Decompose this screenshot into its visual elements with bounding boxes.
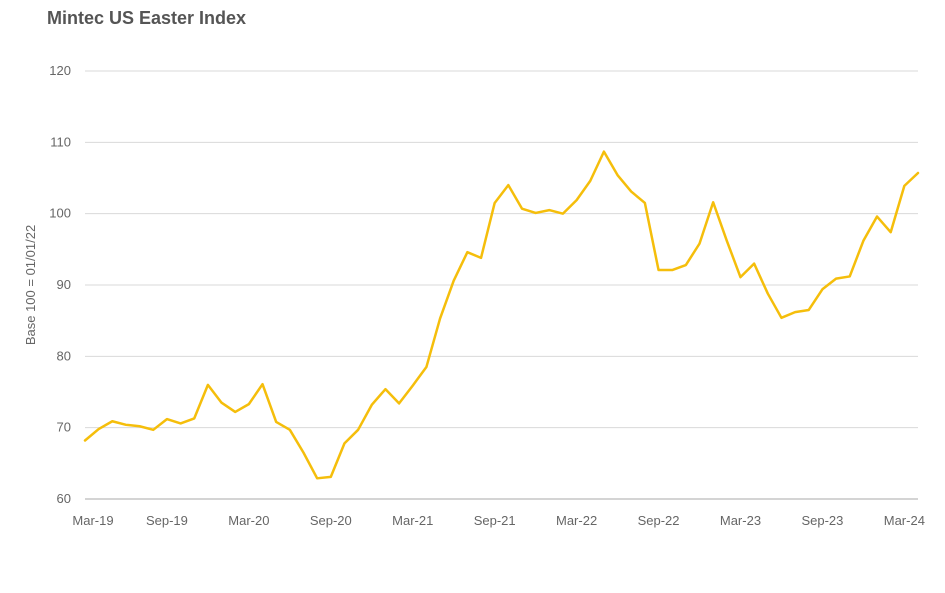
x-tick-label: Sep-20: [310, 513, 352, 528]
y-tick-label: 80: [57, 348, 71, 363]
x-tick-label: Mar-19: [72, 513, 113, 528]
y-tick-label: 90: [57, 277, 71, 292]
x-tick-label: Mar-20: [228, 513, 269, 528]
x-tick-label: Sep-21: [474, 513, 516, 528]
y-axis-label: Base 100 = 01/01/22: [23, 225, 38, 345]
y-tick-label: 120: [49, 63, 71, 78]
series-line: [83, 150, 920, 480]
y-tick-label: 100: [49, 206, 71, 221]
x-tick-label: Sep-19: [146, 513, 188, 528]
x-tick-label: Mar-22: [556, 513, 597, 528]
x-tick-label: Mar-23: [720, 513, 761, 528]
chart-title: Mintec US Easter Index: [47, 8, 247, 28]
x-tick-label: Sep-22: [638, 513, 680, 528]
y-tick-label: 70: [57, 420, 71, 435]
x-tick-label: Mar-21: [392, 513, 433, 528]
y-tick-label: 60: [57, 491, 71, 506]
y-tick-label: 110: [50, 134, 71, 149]
x-tick-label: Mar-24: [884, 513, 925, 528]
x-tick-label: Sep-23: [801, 513, 843, 528]
